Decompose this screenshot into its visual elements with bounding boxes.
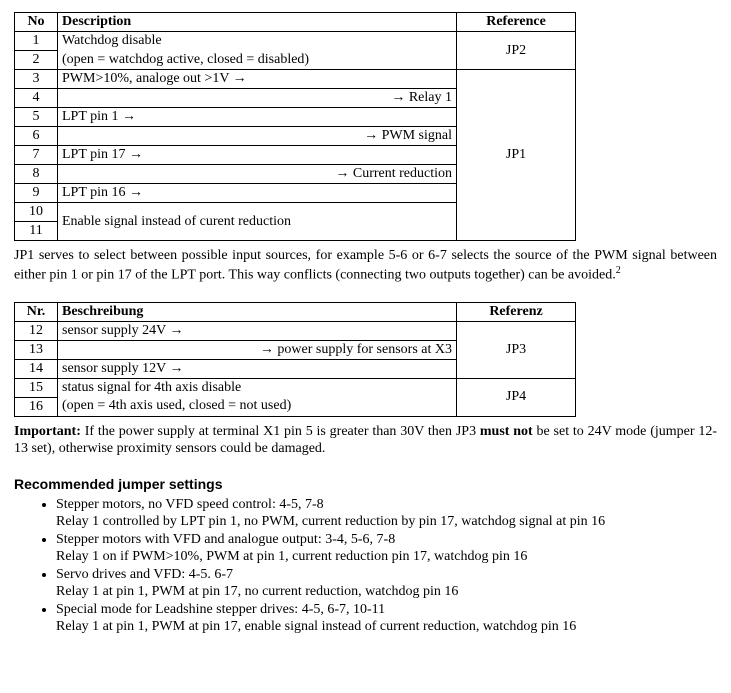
cell-no: 12 — [15, 321, 58, 340]
cell-ref: JP1 — [457, 70, 576, 241]
paragraph-jp1: JP1 serves to select between possible in… — [14, 247, 717, 284]
bullet-line2: Relay 1 at pin 1, PWM at pin 17, no curr… — [56, 583, 717, 601]
cell-no: 8 — [15, 165, 58, 184]
bullet-line2: Relay 1 on if PWM>10%, PWM at pin 1, cur… — [56, 548, 717, 566]
cell-no: 14 — [15, 359, 58, 378]
list-item: Servo drives and VFD: 4-5. 6-7 Relay 1 a… — [56, 566, 717, 601]
cell-desc: LPT pin 16 → — [58, 184, 457, 203]
bullet-line2: Relay 1 controlled by LPT pin 1, no PWM,… — [56, 513, 717, 531]
cell-ref: JP2 — [457, 32, 576, 70]
jumper-table-1: No Description Reference 1 Watchdog disa… — [14, 12, 576, 241]
col-desc: Description — [58, 13, 457, 32]
cell-no: 5 — [15, 108, 58, 127]
cell-desc: LPT pin 1 → — [58, 108, 457, 127]
col-desc: Beschreibung — [58, 302, 457, 321]
bullet-line1: Special mode for Leadshine stepper drive… — [56, 601, 717, 619]
recommended-heading: Recommended jumper settings — [14, 476, 717, 492]
list-item: Stepper motors, no VFD speed control: 4-… — [56, 496, 717, 531]
cell-desc: sensor supply 24V → — [58, 321, 457, 340]
important-label: Important: — [14, 424, 81, 439]
cell-desc: → PWM signal — [58, 127, 457, 146]
cell-desc: → power supply for sensors at X3 — [58, 340, 457, 359]
table-row: 12 sensor supply 24V → JP3 — [15, 321, 576, 340]
cell-desc: Watchdog disable — [58, 32, 457, 51]
cell-desc: LPT pin 17 → — [58, 146, 457, 165]
cell-no: 7 — [15, 146, 58, 165]
important-bold: must not — [480, 424, 533, 439]
list-item: Special mode for Leadshine stepper drive… — [56, 601, 717, 636]
bullet-line1: Servo drives and VFD: 4-5. 6-7 — [56, 566, 717, 584]
table-row: 3 PWM>10%, analoge out >1V → JP1 — [15, 70, 576, 89]
cell-no: 11 — [15, 222, 58, 241]
cell-no: 1 — [15, 32, 58, 51]
important-note: Important: If the power supply at termin… — [14, 423, 717, 458]
cell-ref: JP3 — [457, 321, 576, 378]
bullet-line1: Stepper motors with VFD and analogue out… — [56, 531, 717, 549]
table-row: 15 status signal for 4th axis disable JP… — [15, 378, 576, 397]
cell-no: 10 — [15, 203, 58, 222]
cell-no: 15 — [15, 378, 58, 397]
cell-no: 4 — [15, 89, 58, 108]
cell-desc: (open = watchdog active, closed = disabl… — [58, 51, 457, 70]
cell-ref: JP4 — [457, 378, 576, 416]
jumper-table-2: Nr. Beschreibung Referenz 12 sensor supp… — [14, 302, 576, 417]
col-no: No — [15, 13, 58, 32]
col-no: Nr. — [15, 302, 58, 321]
cell-desc: → Current reduction — [58, 165, 457, 184]
table-header-row: Nr. Beschreibung Referenz — [15, 302, 576, 321]
col-ref: Reference — [457, 13, 576, 32]
list-item: Stepper motors with VFD and analogue out… — [56, 531, 717, 566]
table-row: 1 Watchdog disable JP2 — [15, 32, 576, 51]
cell-no: 9 — [15, 184, 58, 203]
cell-no: 13 — [15, 340, 58, 359]
para-text: JP1 serves to select between possible in… — [14, 248, 717, 282]
cell-desc: sensor supply 12V → — [58, 359, 457, 378]
cell-desc: status signal for 4th axis disable — [58, 378, 457, 397]
bullet-line2: Relay 1 at pin 1, PWM at pin 17, enable … — [56, 618, 717, 636]
bullet-line1: Stepper motors, no VFD speed control: 4-… — [56, 496, 717, 514]
cell-desc: → Relay 1 — [58, 89, 457, 108]
cell-no: 2 — [15, 51, 58, 70]
cell-no: 6 — [15, 127, 58, 146]
cell-desc: Enable signal instead of curent reductio… — [58, 203, 457, 241]
recommended-list: Stepper motors, no VFD speed control: 4-… — [14, 496, 717, 636]
cell-desc: PWM>10%, analoge out >1V → — [58, 70, 457, 89]
footnote-mark: 2 — [616, 265, 621, 276]
cell-no: 3 — [15, 70, 58, 89]
col-ref: Referenz — [457, 302, 576, 321]
cell-no: 16 — [15, 397, 58, 416]
cell-desc: (open = 4th axis used, closed = not used… — [58, 397, 457, 416]
important-pre: If the power supply at terminal X1 pin 5… — [81, 424, 480, 439]
table-header-row: No Description Reference — [15, 13, 576, 32]
